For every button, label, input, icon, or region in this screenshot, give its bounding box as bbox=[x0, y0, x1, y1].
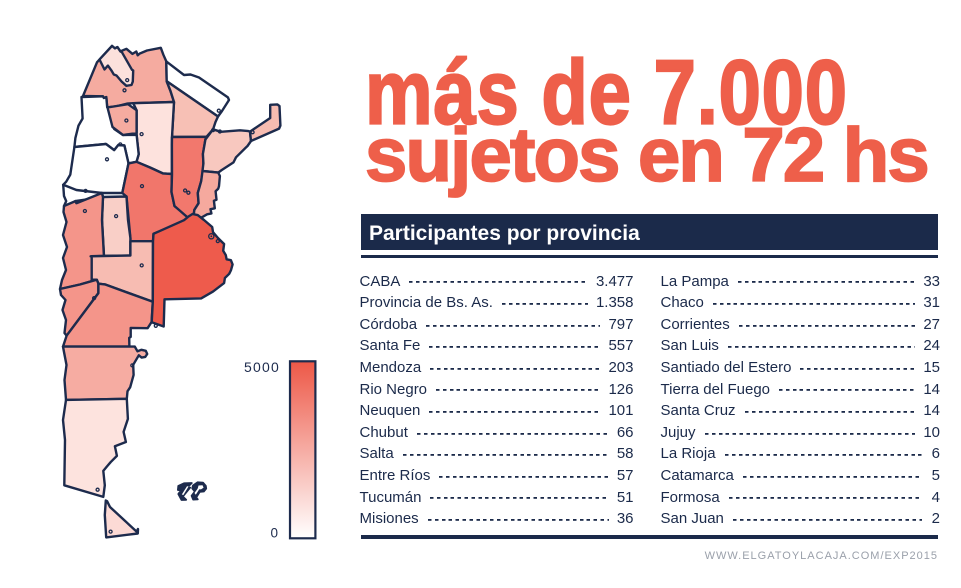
svg-text:5000: 5000 bbox=[244, 359, 280, 375]
svg-text:0: 0 bbox=[270, 525, 278, 540]
